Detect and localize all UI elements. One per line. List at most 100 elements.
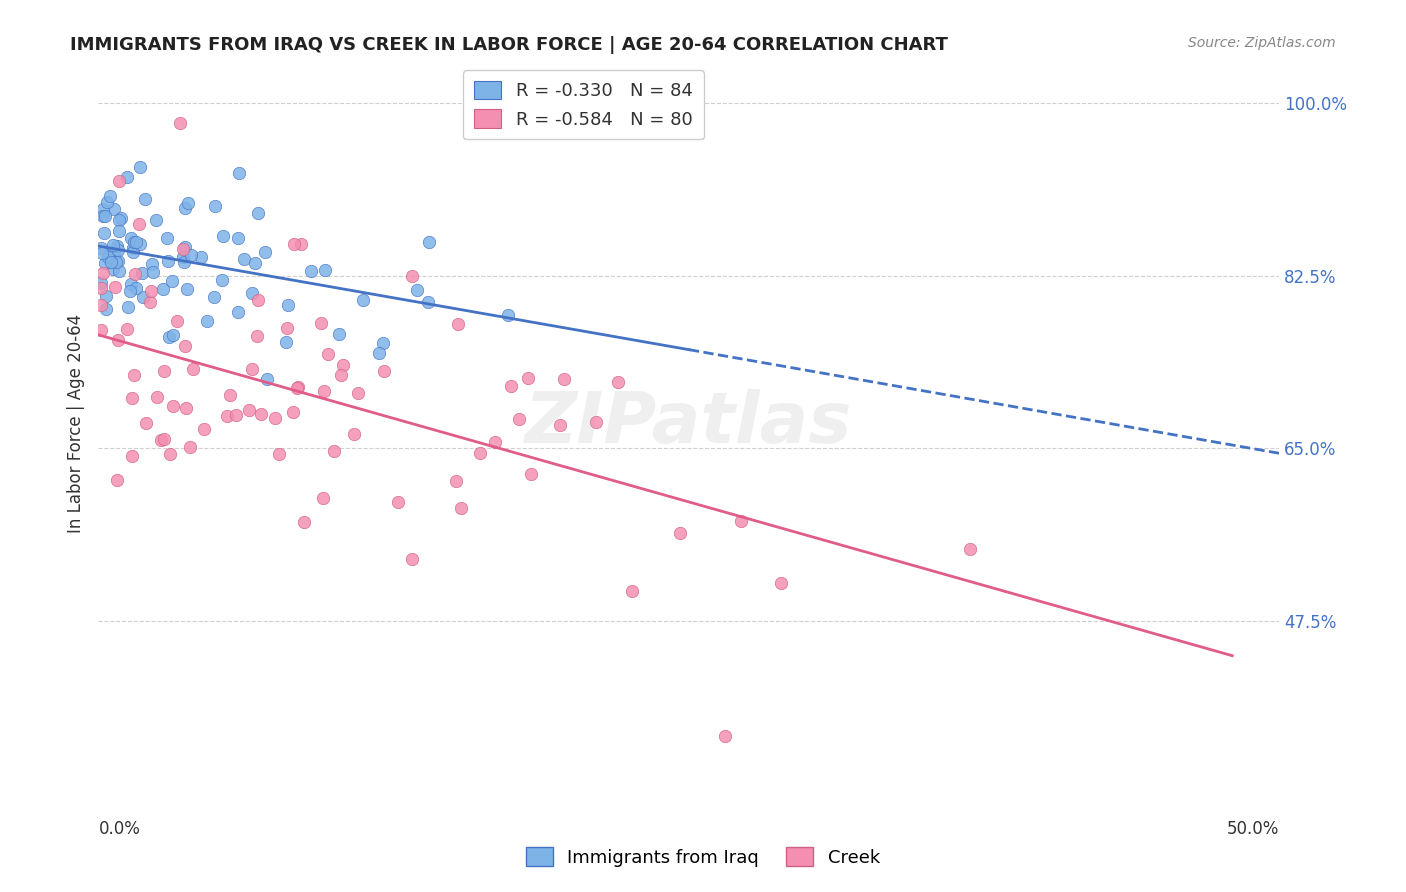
Point (246, 293, 269, 307)
Text: 0.0%: 0.0% (98, 820, 141, 838)
Point (232, 252, 254, 266)
Point (181, 362, 204, 376)
Point (162, 327, 184, 342)
Point (131, 266, 153, 280)
Point (124, 267, 146, 281)
Point (329, 368, 352, 383)
Point (121, 391, 143, 405)
Point (195, 314, 218, 328)
Point (211, 273, 233, 287)
Point (371, 336, 394, 351)
Point (104, 280, 127, 294)
Point (508, 412, 530, 426)
Point (107, 254, 129, 268)
Point (107, 244, 129, 258)
Point (174, 401, 197, 416)
Point (240, 362, 263, 376)
Point (959, 542, 981, 557)
Point (145, 213, 167, 227)
Point (314, 263, 336, 277)
Point (90, 241, 112, 255)
Point (204, 199, 226, 213)
Point (285, 381, 308, 395)
Point (246, 329, 269, 343)
Point (256, 372, 278, 386)
Point (499, 378, 522, 392)
Point (110, 211, 132, 225)
Point (254, 245, 277, 260)
Point (176, 282, 198, 296)
Point (607, 376, 630, 390)
Point (468, 446, 491, 460)
Point (94, 289, 117, 303)
Point (162, 274, 184, 288)
Point (312, 384, 335, 398)
Point (96, 195, 118, 210)
Point (142, 265, 165, 279)
Point (585, 415, 607, 429)
Point (90, 298, 112, 312)
Point (238, 403, 260, 417)
Point (120, 277, 142, 291)
Text: Source: ZipAtlas.com: Source: ZipAtlas.com (1188, 36, 1336, 50)
Point (152, 282, 174, 296)
Point (283, 236, 305, 251)
Point (105, 473, 128, 487)
Point (120, 230, 142, 244)
Point (129, 160, 152, 174)
Point (91, 266, 114, 280)
Point (173, 255, 195, 269)
Point (292, 515, 315, 529)
Point (90, 323, 112, 337)
Legend: R = -0.330   N = 84, R = -0.584   N = 80: R = -0.330 N = 84, R = -0.584 N = 80 (464, 70, 703, 139)
Point (174, 339, 197, 353)
Point (172, 250, 194, 264)
Point (107, 333, 129, 347)
Point (387, 495, 409, 509)
Point (730, 514, 752, 528)
Point (179, 440, 201, 454)
Point (243, 256, 266, 270)
Point (172, 242, 194, 256)
Point (312, 491, 335, 505)
Point (226, 305, 249, 319)
Point (173, 201, 195, 215)
Point (156, 254, 179, 268)
Legend: Immigrants from Iraq, Creek: Immigrants from Iraq, Creek (519, 840, 887, 874)
Point (103, 244, 125, 259)
Point (138, 295, 160, 310)
Text: 50.0%: 50.0% (1227, 820, 1279, 838)
Point (299, 264, 322, 278)
Point (669, 525, 692, 540)
Point (353, 293, 375, 307)
Point (202, 290, 225, 304)
Point (190, 250, 212, 264)
Point (346, 386, 368, 401)
Point (620, 583, 643, 598)
Point (277, 298, 299, 312)
Point (287, 380, 309, 394)
Point (520, 467, 543, 481)
Point (145, 390, 167, 404)
Point (121, 244, 143, 259)
Point (108, 213, 131, 227)
Point (322, 443, 344, 458)
Point (124, 281, 146, 295)
Point (141, 284, 163, 298)
Point (129, 237, 152, 252)
Point (226, 231, 249, 245)
Point (153, 432, 176, 446)
Point (316, 347, 339, 361)
Point (447, 317, 470, 331)
Point (553, 372, 575, 386)
Point (169, 115, 191, 129)
Point (105, 255, 128, 269)
Point (122, 368, 145, 383)
Point (309, 316, 332, 330)
Point (328, 327, 350, 342)
Point (332, 358, 354, 372)
Point (108, 263, 131, 277)
Point (177, 196, 200, 211)
Point (101, 237, 124, 252)
Point (91, 202, 114, 216)
